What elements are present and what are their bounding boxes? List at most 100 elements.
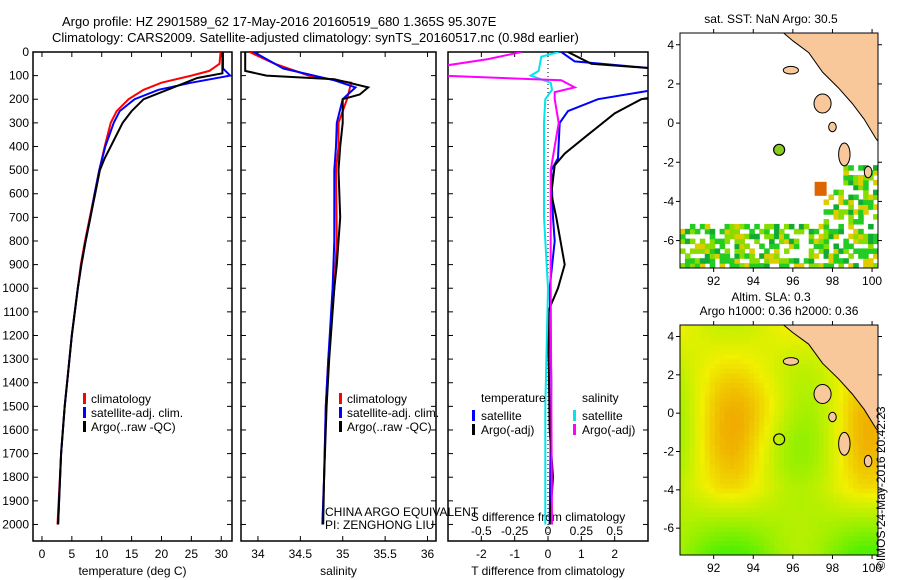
map-cell — [734, 516, 740, 523]
map-cell — [853, 238, 859, 245]
map-cell — [868, 487, 874, 494]
map-cell — [813, 487, 820, 494]
map-cell — [749, 507, 755, 513]
map-cell — [724, 535, 731, 542]
map-cell — [694, 463, 701, 470]
map-cell — [769, 344, 775, 350]
map-cell — [793, 483, 800, 489]
map-cell — [774, 531, 780, 537]
map-cell — [719, 492, 726, 499]
map-cell — [783, 463, 790, 470]
x-tick-label: 34.5 — [289, 547, 313, 561]
map-cell — [838, 550, 844, 555]
map-cell — [704, 258, 711, 264]
map-cell — [739, 487, 745, 494]
map-cell — [724, 463, 731, 470]
map-cell — [729, 372, 736, 379]
map-cell — [764, 382, 770, 388]
map-cell — [744, 253, 750, 259]
map-cell — [689, 435, 696, 441]
map-cell — [793, 468, 800, 475]
map-cell — [759, 334, 765, 340]
map-cell — [779, 449, 785, 455]
map-cell — [694, 353, 701, 360]
map-cell — [714, 511, 721, 518]
map-cell — [684, 396, 691, 403]
map-cell — [734, 238, 740, 245]
map-cell — [769, 253, 775, 259]
map-cell — [823, 440, 830, 446]
map-cell — [699, 454, 706, 460]
map-cell — [853, 502, 859, 508]
map-cell — [848, 468, 854, 475]
map-cell — [779, 392, 785, 398]
map-cell — [684, 435, 691, 441]
map-cell — [823, 521, 830, 527]
map-cell — [793, 540, 800, 547]
map-cell — [754, 473, 760, 479]
x-tick-label: 96 — [786, 274, 800, 288]
map-cell — [684, 521, 691, 527]
map-cell — [694, 420, 701, 427]
map-cell — [764, 483, 770, 489]
map-cell — [843, 473, 849, 479]
y-tick-label: 4 — [667, 38, 674, 52]
map-cell — [828, 449, 835, 455]
map-cell — [803, 502, 810, 508]
map-cell — [853, 535, 859, 542]
map-cell — [838, 526, 844, 532]
map-cell — [759, 550, 765, 555]
map-cell — [759, 339, 765, 345]
map-cell — [873, 463, 878, 470]
map-cell — [734, 228, 740, 235]
map-cell — [848, 214, 854, 220]
map-cell — [828, 377, 835, 384]
map-cell — [739, 233, 745, 240]
map-cell — [714, 430, 721, 436]
map-cell — [754, 440, 760, 446]
map-cell — [798, 353, 805, 360]
map-cell — [759, 478, 765, 484]
map-cell — [689, 363, 696, 369]
map-cell — [719, 392, 726, 398]
map-cell — [759, 420, 765, 427]
map-cell — [754, 329, 760, 336]
map-cell — [729, 497, 736, 503]
map-cell — [680, 348, 686, 355]
map-cell — [803, 531, 810, 537]
map-cell — [724, 550, 731, 555]
map-cell — [744, 263, 750, 268]
map-cell — [689, 550, 696, 555]
map-cell — [754, 377, 760, 384]
series-group — [244, 52, 371, 525]
map-cell — [868, 492, 874, 499]
map-cell — [803, 358, 810, 364]
map-cell — [848, 535, 854, 542]
map-cell — [699, 263, 706, 268]
map-cell — [704, 387, 711, 393]
map-cell — [709, 329, 716, 336]
map-cell — [714, 497, 721, 503]
map-cell — [759, 454, 765, 460]
map-cell — [863, 253, 869, 259]
map-cell — [709, 463, 716, 470]
map-cell — [714, 487, 721, 494]
x-tick-label: 0 — [545, 547, 552, 561]
map-cell — [868, 435, 874, 441]
map-cell — [779, 516, 785, 523]
s-axis-label: S difference from climatology — [471, 510, 626, 524]
map-cell — [843, 425, 849, 432]
map-cell — [754, 444, 760, 451]
map-cell — [838, 531, 844, 537]
map-cell — [749, 473, 755, 479]
map-cell — [823, 209, 830, 215]
map-cell — [734, 325, 740, 331]
map-cell — [803, 425, 810, 432]
map-cell — [724, 511, 731, 518]
map-cell — [843, 550, 849, 555]
map-cell — [680, 478, 686, 484]
map-cell — [684, 444, 691, 451]
map-cell — [724, 339, 731, 345]
map-cell — [739, 353, 745, 360]
map-cell — [734, 263, 740, 268]
